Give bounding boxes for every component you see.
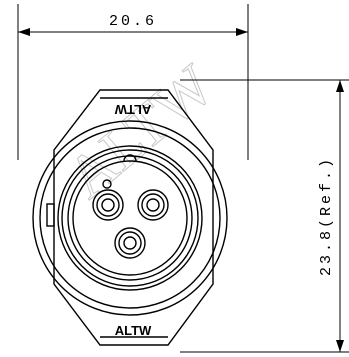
outer-ring-inner (39, 127, 221, 309)
watermark: ALTW (55, 52, 226, 211)
width-label: 20.6 (109, 13, 157, 30)
width-arrow-right (236, 28, 248, 36)
hexagon-body (53, 89, 214, 346)
brand-mark-top: ALTW (114, 102, 151, 117)
flange-ring-inner (61, 149, 199, 287)
polarisation-dot (102, 179, 112, 189)
keyway (123, 154, 137, 162)
height-arrow-bottom (336, 340, 344, 352)
insert-face (72, 160, 188, 276)
height-label: 23.8(Ref.) (318, 156, 335, 276)
pin-1 (92, 189, 124, 221)
pin-2 (137, 189, 169, 221)
width-dimension: 20.6 (17, 4, 249, 160)
flange-ring (57, 145, 203, 291)
width-arrow-left (18, 28, 30, 36)
height-dimension: 23.8(Ref.) (180, 79, 349, 353)
brand-mark-bottom: ALTW (115, 323, 152, 338)
side-notch (46, 203, 55, 227)
outer-ring (32, 120, 228, 316)
insert-ring (67, 155, 193, 281)
height-arrow-top (336, 80, 344, 92)
pin-3 (114, 227, 146, 259)
